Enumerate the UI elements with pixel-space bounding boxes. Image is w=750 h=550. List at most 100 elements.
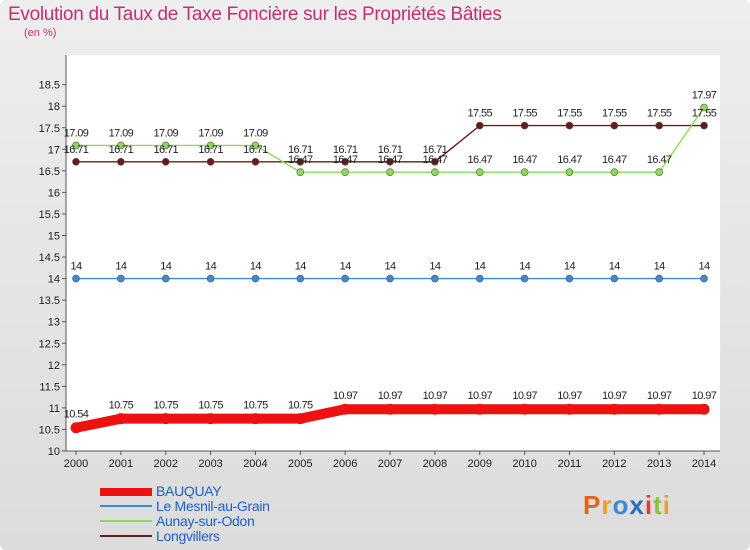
data-label: 14: [519, 261, 531, 273]
data-label: 16.47: [647, 154, 672, 166]
data-label: 14: [609, 261, 621, 273]
x-tick-label: 2001: [109, 458, 133, 470]
data-label: 17.55: [512, 108, 537, 120]
legend-swatch-aunay-sur-odon: [100, 520, 152, 522]
data-point: [251, 141, 260, 150]
data-point: [386, 157, 394, 166]
data-point: [563, 403, 575, 415]
y-tick-label: 10: [48, 446, 60, 458]
data-label: 14: [70, 261, 82, 273]
data-point: [610, 121, 619, 130]
chart-unit-label: (en %): [24, 27, 57, 39]
data-point: [206, 274, 215, 283]
data-point: [610, 168, 619, 176]
data-label: 17.09: [153, 127, 178, 139]
data-label: 16.71: [333, 144, 358, 156]
data-point: [161, 157, 170, 166]
x-tick-label: 2012: [602, 458, 626, 470]
plot-area: [66, 55, 721, 451]
data-point: [339, 403, 351, 415]
y-tick-label: 15.5: [39, 209, 60, 221]
data-label: 16.71: [423, 144, 448, 156]
y-tick-label: 13: [48, 317, 60, 329]
data-label: 16.71: [243, 144, 268, 156]
data-point: [251, 157, 260, 166]
data-point: [296, 168, 305, 176]
data-point: [698, 403, 710, 415]
data-point: [519, 403, 531, 415]
data-label: 16.71: [288, 144, 313, 156]
data-label: 17.55: [647, 108, 672, 120]
data-point: [384, 403, 396, 415]
legend-label-bauquay: BAUQUAY: [156, 483, 222, 499]
x-tick-label: 2000: [64, 458, 88, 470]
data-label: 16.47: [602, 154, 627, 166]
y-tick-label: 16.5: [39, 166, 60, 178]
data-point: [520, 121, 529, 130]
data-label: 10.97: [423, 390, 448, 402]
y-tick-label: 11.5: [39, 381, 60, 393]
data-point: [610, 274, 619, 283]
data-point: [294, 413, 306, 425]
data-label: 10.97: [602, 390, 627, 402]
logo-letter: r: [601, 490, 613, 520]
data-label: 17.09: [64, 127, 89, 139]
x-tick-label: 2010: [512, 458, 536, 470]
data-point: [296, 157, 305, 166]
legend-item-aunay-sur-odon: Aunay-sur-Odon: [100, 513, 360, 529]
data-label: 16.47: [378, 154, 403, 166]
data-point: [296, 274, 305, 283]
data-point: [653, 403, 665, 415]
data-label: 16.71: [109, 144, 134, 156]
x-tick-label: 2013: [647, 458, 671, 470]
data-label: 10.97: [647, 390, 672, 402]
data-label: 10.75: [198, 400, 223, 412]
data-label: 10.54: [64, 409, 89, 421]
x-tick-label: 2004: [243, 458, 267, 470]
data-point: [117, 274, 125, 283]
legend-label-le-mesnil-au-grain: Le Mesnil-au-Grain: [156, 498, 270, 514]
y-tick-label: 16: [48, 187, 60, 199]
x-tick-label: 2003: [198, 458, 222, 470]
data-point: [475, 121, 484, 130]
data-label: 10.97: [378, 390, 403, 402]
data-label: 16.47: [512, 154, 537, 166]
logo-letter: i: [662, 490, 671, 520]
proxiti-logo: Proxiti: [583, 490, 671, 521]
legend-label-longvillers: Longvillers: [156, 528, 220, 544]
data-label: 10.75: [153, 400, 178, 412]
data-point: [251, 274, 260, 283]
y-tick-label: 12.5: [39, 338, 60, 350]
data-point: [474, 403, 486, 415]
data-point: [655, 274, 663, 283]
data-point: [700, 274, 708, 283]
data-point: [206, 157, 215, 166]
data-label: 10.75: [288, 400, 313, 412]
legend-swatch-bauquay: [100, 488, 152, 496]
data-label: 17.09: [243, 127, 268, 139]
data-point: [72, 274, 80, 283]
data-point: [70, 422, 82, 434]
data-point: [72, 141, 80, 150]
data-point: [700, 121, 708, 130]
data-label: 17.97: [692, 89, 717, 101]
data-point: [341, 168, 349, 176]
data-label: 16.47: [333, 154, 358, 166]
y-tick-label: 14.5: [39, 252, 60, 264]
x-tick-label: 2011: [558, 458, 582, 470]
data-point: [205, 413, 217, 425]
data-label: 17.55: [602, 108, 627, 120]
x-tick-label: 2005: [288, 458, 312, 470]
data-point: [117, 157, 125, 166]
y-tick-label: 10.5: [39, 424, 60, 436]
legend-item-bauquay: BAUQUAY: [100, 483, 360, 499]
data-label: 14: [384, 261, 396, 273]
data-label: 17.09: [109, 127, 134, 139]
data-point: [475, 168, 484, 176]
data-label: 14: [474, 261, 486, 273]
data-label: 10.97: [333, 390, 358, 402]
data-point: [520, 168, 529, 176]
data-point: [341, 274, 349, 283]
data-label: 16.47: [288, 154, 313, 166]
